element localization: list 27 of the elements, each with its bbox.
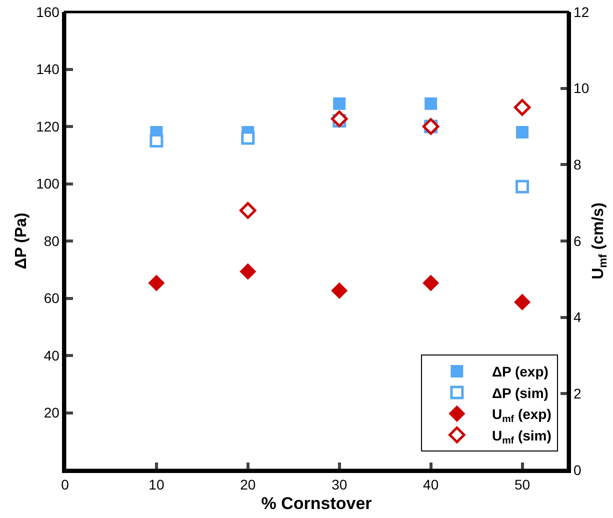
x-tick-label: 50 bbox=[514, 476, 530, 493]
x-tick-label: 40 bbox=[423, 476, 439, 493]
y-axis-title: ΔP (Pa) bbox=[12, 212, 30, 270]
legend-label: U$_{mf}$ (exp) bbox=[492, 406, 552, 426]
y2-tick-label: 12 bbox=[574, 4, 590, 20]
legend-label: ΔP (exp) bbox=[492, 364, 548, 380]
y2-tick-label: 6 bbox=[574, 232, 582, 249]
x-axis-title: % Cornstover bbox=[261, 494, 372, 513]
y2-tick-label: 8 bbox=[574, 156, 582, 173]
y-tick-label: 20 bbox=[44, 404, 60, 421]
x-tick-label: 20 bbox=[240, 476, 256, 493]
y-tick-label: 60 bbox=[44, 290, 60, 306]
legend-label: U$_{mf}$ (sim) bbox=[492, 427, 552, 446]
y-tick-label: 100 bbox=[36, 176, 60, 192]
y-tick-label: 40 bbox=[44, 347, 60, 364]
x-tick-label: 10 bbox=[148, 476, 164, 493]
y2-tick-label: 2 bbox=[574, 386, 582, 402]
y-tick-label: 140 bbox=[36, 61, 60, 78]
x-tick-label: 0 bbox=[61, 476, 70, 493]
y-tick-label: 80 bbox=[44, 232, 60, 249]
y2-tick-label: 4 bbox=[574, 309, 582, 326]
x-tick-label: 30 bbox=[332, 476, 348, 493]
y-tick-label: 160 bbox=[36, 4, 60, 20]
y2-tick-label: 0 bbox=[574, 462, 582, 478]
y-tick-label: 120 bbox=[36, 118, 60, 134]
y2-tick-label: 10 bbox=[574, 80, 590, 96]
legend-label: ΔP (sim) bbox=[492, 384, 548, 401]
